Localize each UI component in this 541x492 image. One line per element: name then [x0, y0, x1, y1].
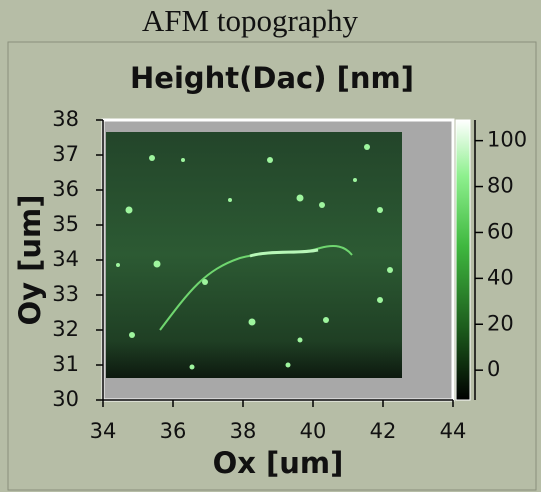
y-tick-label: 30 — [52, 387, 79, 411]
x-tick-label: 40 — [300, 419, 327, 443]
x-tick-label: 38 — [230, 419, 257, 443]
afm-image — [106, 132, 402, 378]
y-tick-label: 37 — [52, 142, 79, 166]
colorbar-tick-label: 20 — [487, 311, 514, 335]
x-axis-label: Ox [um] — [213, 446, 344, 480]
chart-title: Height(Dac) [nm] — [130, 61, 414, 95]
y-tick-label: 38 — [52, 107, 79, 131]
x-tick-label: 44 — [440, 419, 467, 443]
colorbar-tick-label: 80 — [487, 174, 514, 198]
page: AFM topography Height(Dac) [nm] Ox [um] … — [0, 0, 541, 492]
x-tick-label: 34 — [90, 419, 117, 443]
x-tick-label: 42 — [370, 419, 397, 443]
colorbar-tick-label: 60 — [487, 219, 514, 243]
y-tick-label: 34 — [52, 247, 79, 271]
page-title: AFM topography — [142, 3, 359, 38]
x-tick-label: 36 — [160, 419, 187, 443]
y-tick-label: 36 — [52, 177, 79, 201]
colorbar-tick-label: 100 — [487, 128, 527, 152]
colorbar-tick-label: 0 — [487, 357, 500, 381]
colorbar-tick-label: 40 — [487, 265, 514, 289]
y-axis-label: Oy [um] — [13, 194, 47, 325]
y-tick-label: 31 — [52, 352, 79, 376]
y-tick-label: 32 — [52, 317, 79, 341]
colorbar — [456, 120, 470, 400]
y-tick-label: 35 — [52, 212, 79, 236]
y-tick-label: 33 — [52, 282, 79, 306]
